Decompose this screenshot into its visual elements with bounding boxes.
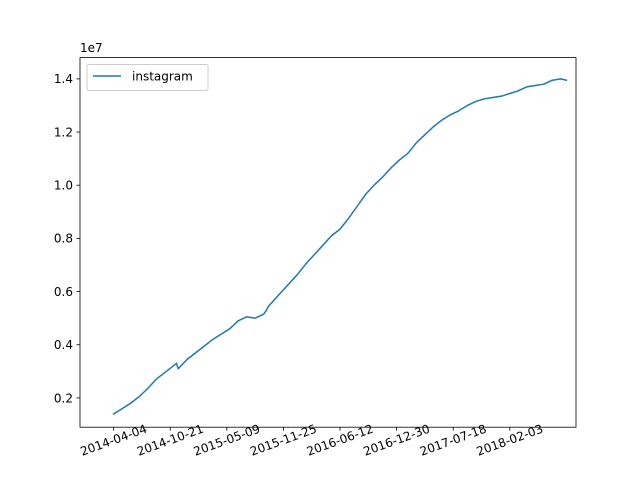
series-line-instagram [112, 78, 568, 415]
y-tick-label: 0.4 [54, 338, 73, 352]
y-tick-label: 0.2 [54, 391, 73, 405]
y-multiplier-label: 1e7 [80, 41, 103, 55]
plot-area [112, 78, 568, 415]
y-tick-label: 1.4 [54, 72, 73, 86]
axes-frame [79, 57, 577, 428]
y-tick-label: 1.2 [54, 125, 73, 139]
y-tick-label: 1.0 [54, 179, 73, 193]
y-tick-label: 0.6 [54, 285, 73, 299]
y-tick-label: 0.8 [54, 232, 73, 246]
legend-box [86, 64, 209, 91]
legend: instagram [86, 64, 209, 91]
legend-label-instagram: instagram [132, 70, 193, 84]
y-axis: 0.2 0.4 0.6 0.8 1.0 1.2 1.4 [54, 72, 80, 405]
